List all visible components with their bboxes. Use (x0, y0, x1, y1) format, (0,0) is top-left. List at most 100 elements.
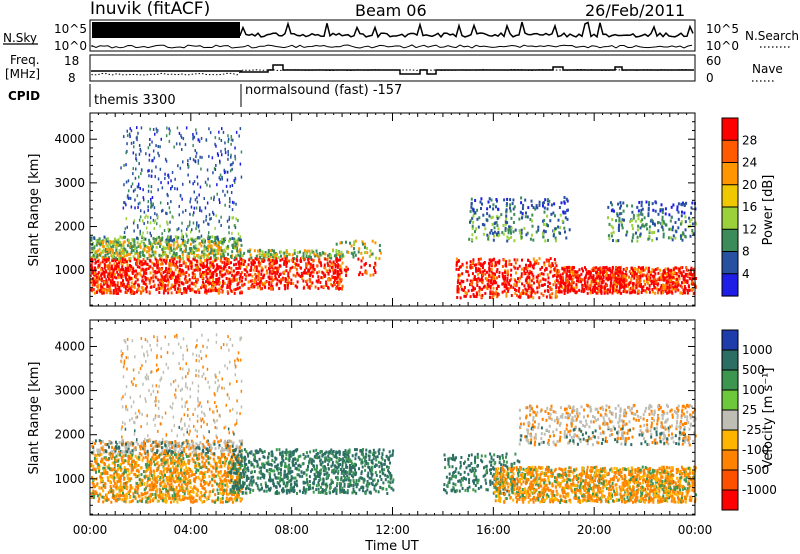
range-cell (653, 277, 656, 281)
range-cell (230, 270, 233, 274)
range-cell (481, 293, 484, 297)
range-cell (179, 274, 182, 278)
range-cell (121, 257, 124, 261)
range-cell (122, 241, 125, 245)
range-cell (525, 211, 527, 215)
range-cell (229, 184, 231, 188)
range-cell (684, 234, 687, 238)
range-cell (178, 278, 181, 282)
range-cell (570, 275, 572, 279)
range-cell (364, 262, 367, 265)
range-cell (139, 244, 141, 248)
range-cell (310, 284, 313, 288)
range-cell (151, 196, 154, 199)
range-cell (257, 260, 260, 264)
range-cell (278, 279, 281, 283)
range-cell (664, 284, 667, 288)
range-cell (186, 254, 189, 258)
freq-tick-8: 8 (68, 71, 76, 85)
range-cell (303, 249, 306, 253)
range-cell (491, 258, 494, 262)
range-cell (512, 265, 515, 269)
range-cell (186, 280, 189, 284)
range-cell (118, 261, 120, 265)
range-cell (602, 266, 605, 270)
range-cell (136, 261, 139, 265)
range-cell (526, 215, 529, 219)
range-cell (528, 281, 531, 285)
range-cell (563, 266, 566, 270)
range-cell (251, 279, 254, 283)
range-cell (278, 287, 281, 290)
range-cell (617, 269, 620, 273)
range-cell (217, 267, 220, 271)
range-cell (620, 283, 623, 287)
range-cell (630, 277, 633, 281)
range-cell (478, 286, 481, 289)
range-cell (228, 281, 231, 284)
range-cell (217, 252, 220, 255)
range-cell (234, 244, 237, 248)
range-cell (509, 203, 512, 207)
range-cell (359, 271, 362, 275)
range-cell (165, 478, 168, 482)
range-cell (362, 242, 364, 246)
range-cell (476, 284, 479, 287)
range-cell (191, 287, 194, 291)
range-cell (472, 220, 475, 224)
range-cell (160, 255, 163, 259)
range-cell (622, 272, 625, 276)
range-cell (106, 237, 109, 241)
range-cell (134, 454, 137, 458)
range-cell (165, 159, 168, 163)
range-cell (185, 278, 188, 282)
range-cell (90, 279, 93, 283)
range-cell (506, 277, 509, 280)
range-cell (583, 276, 586, 280)
range-cell (210, 244, 213, 248)
range-cell (138, 144, 141, 147)
range-cell (486, 233, 489, 237)
range-cell (478, 278, 481, 282)
range-cell (202, 238, 205, 242)
range-cell (147, 184, 150, 188)
range-cell (212, 272, 215, 276)
range-cell (547, 238, 549, 242)
range-cell (617, 229, 620, 232)
range-cell (156, 287, 159, 291)
range-cell (144, 237, 147, 241)
range-cell (580, 280, 582, 284)
range-cell (318, 259, 320, 263)
range-cell (284, 257, 287, 261)
range-cell (568, 270, 571, 273)
range-cell (226, 244, 229, 248)
range-cell (582, 290, 585, 294)
range-cell (219, 487, 222, 491)
range-cell (167, 173, 169, 177)
range-cell (115, 248, 118, 252)
range-cell (219, 177, 222, 181)
range-cell (260, 266, 263, 270)
range-cell (152, 279, 155, 283)
range-cell (670, 277, 673, 281)
range-cell (530, 233, 533, 237)
range-cell (294, 274, 297, 278)
range-cell (561, 272, 564, 276)
range-cell (239, 255, 241, 258)
range-cell (160, 284, 163, 288)
range-cell (220, 273, 223, 277)
range-cell (177, 478, 180, 482)
range-cell (221, 453, 224, 457)
range-cell (494, 292, 497, 296)
range-cell (324, 273, 327, 277)
range-cell (150, 190, 152, 194)
range-cell (660, 291, 663, 295)
range-cell (646, 280, 648, 284)
range-cell (334, 271, 337, 275)
range-cell (162, 253, 164, 257)
range-cell (268, 269, 271, 273)
range-cell (664, 267, 667, 271)
range-cell (243, 251, 246, 255)
range-cell (227, 261, 230, 265)
range-cell (109, 240, 112, 244)
